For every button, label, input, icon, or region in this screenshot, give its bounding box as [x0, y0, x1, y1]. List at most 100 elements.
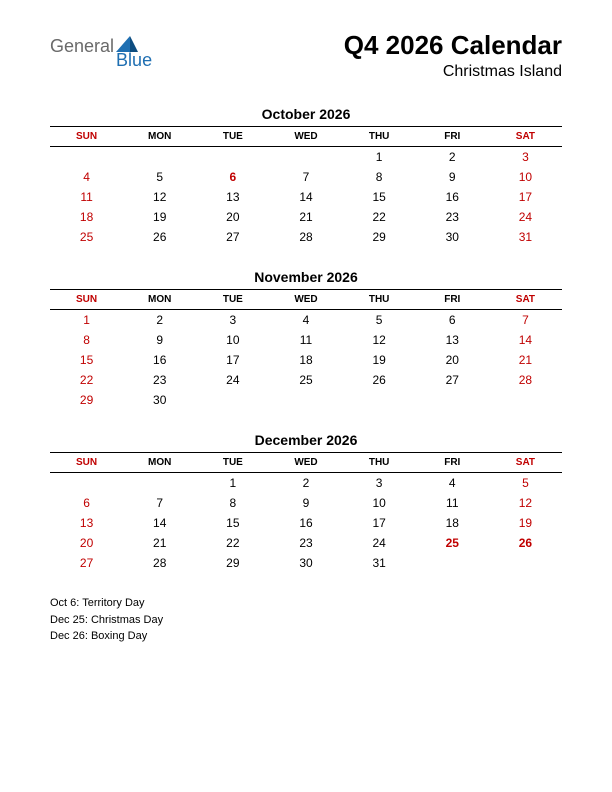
day-cell-empty: [269, 390, 342, 410]
day-cell: 30: [416, 227, 489, 247]
day-cell: 17: [343, 513, 416, 533]
day-cell: 30: [123, 390, 196, 410]
day-cell: 2: [269, 473, 342, 494]
day-cell: 27: [50, 553, 123, 573]
day-cell: 5: [123, 167, 196, 187]
month-title: October 2026: [50, 106, 562, 122]
day-cell: 8: [343, 167, 416, 187]
calendar-month: December 2026SUNMONTUEWEDTHUFRISAT123456…: [50, 432, 562, 573]
day-cell: 26: [343, 370, 416, 390]
day-cell: 11: [50, 187, 123, 207]
calendar-month: November 2026SUNMONTUEWEDTHUFRISAT123456…: [50, 269, 562, 410]
day-cell: 14: [269, 187, 342, 207]
day-header: MON: [123, 453, 196, 473]
day-header: FRI: [416, 127, 489, 147]
day-cell: 3: [343, 473, 416, 494]
day-cell: 16: [123, 350, 196, 370]
day-cell: 10: [196, 330, 269, 350]
day-cell: 7: [269, 167, 342, 187]
day-cell: 31: [343, 553, 416, 573]
day-cell: 21: [489, 350, 562, 370]
day-cell-empty: [50, 473, 123, 494]
day-header: WED: [269, 453, 342, 473]
day-cell: 10: [489, 167, 562, 187]
month-title: November 2026: [50, 269, 562, 285]
day-cell: 1: [343, 147, 416, 168]
day-cell: 9: [269, 493, 342, 513]
day-cell-empty: [196, 147, 269, 168]
day-cell: 21: [269, 207, 342, 227]
day-header: SUN: [50, 453, 123, 473]
holiday-list: Oct 6: Territory DayDec 25: Christmas Da…: [50, 595, 562, 645]
day-cell-empty: [269, 147, 342, 168]
day-cell: 13: [50, 513, 123, 533]
page-title: Q4 2026 Calendar: [344, 30, 562, 61]
day-cell: 25: [416, 533, 489, 553]
day-cell: 13: [196, 187, 269, 207]
day-cell: 28: [269, 227, 342, 247]
day-cell: 17: [196, 350, 269, 370]
day-cell: 7: [489, 310, 562, 331]
day-cell: 12: [489, 493, 562, 513]
day-cell: 21: [123, 533, 196, 553]
day-cell-empty: [416, 390, 489, 410]
day-cell: 14: [123, 513, 196, 533]
page-subtitle: Christmas Island: [344, 63, 562, 81]
day-cell: 6: [196, 167, 269, 187]
day-cell: 15: [196, 513, 269, 533]
day-cell: 3: [489, 147, 562, 168]
day-cell-empty: [50, 147, 123, 168]
day-header: SUN: [50, 127, 123, 147]
day-cell-empty: [196, 390, 269, 410]
day-cell: 19: [489, 513, 562, 533]
day-header: WED: [269, 290, 342, 310]
day-cell: 27: [416, 370, 489, 390]
day-header: SUN: [50, 290, 123, 310]
day-cell: 23: [123, 370, 196, 390]
day-cell-empty: [123, 473, 196, 494]
day-cell: 22: [196, 533, 269, 553]
day-cell: 15: [50, 350, 123, 370]
day-cell: 24: [196, 370, 269, 390]
day-cell: 14: [489, 330, 562, 350]
day-header: MON: [123, 290, 196, 310]
day-cell-empty: [343, 390, 416, 410]
day-cell: 11: [416, 493, 489, 513]
day-cell: 12: [343, 330, 416, 350]
day-cell: 25: [269, 370, 342, 390]
day-cell: 20: [50, 533, 123, 553]
holiday-item: Oct 6: Territory Day: [50, 595, 562, 612]
month-table: SUNMONTUEWEDTHUFRISAT1234567891011121314…: [50, 289, 562, 410]
day-header: SAT: [489, 453, 562, 473]
day-cell: 27: [196, 227, 269, 247]
day-cell: 20: [196, 207, 269, 227]
day-cell: 26: [123, 227, 196, 247]
day-cell: 30: [269, 553, 342, 573]
day-cell: 11: [269, 330, 342, 350]
day-header: THU: [343, 127, 416, 147]
month-table: SUNMONTUEWEDTHUFRISAT1234567891011121314…: [50, 126, 562, 247]
day-cell: 17: [489, 187, 562, 207]
day-cell: 19: [343, 350, 416, 370]
day-header: THU: [343, 290, 416, 310]
day-header: TUE: [196, 290, 269, 310]
day-header: THU: [343, 453, 416, 473]
day-cell: 29: [50, 390, 123, 410]
day-header: WED: [269, 127, 342, 147]
header: GeneralBlue Q4 2026 Calendar Christmas I…: [50, 30, 562, 81]
day-cell: 29: [343, 227, 416, 247]
logo: GeneralBlue: [50, 36, 152, 71]
day-cell: 23: [269, 533, 342, 553]
calendar-month: October 2026SUNMONTUEWEDTHUFRISAT1234567…: [50, 106, 562, 247]
day-cell: 13: [416, 330, 489, 350]
day-cell: 15: [343, 187, 416, 207]
day-cell: 4: [50, 167, 123, 187]
day-cell: 23: [416, 207, 489, 227]
day-cell: 7: [123, 493, 196, 513]
day-cell: 16: [269, 513, 342, 533]
day-cell: 6: [50, 493, 123, 513]
day-cell: 28: [489, 370, 562, 390]
day-cell: 4: [416, 473, 489, 494]
day-cell: 18: [50, 207, 123, 227]
day-cell: 22: [343, 207, 416, 227]
